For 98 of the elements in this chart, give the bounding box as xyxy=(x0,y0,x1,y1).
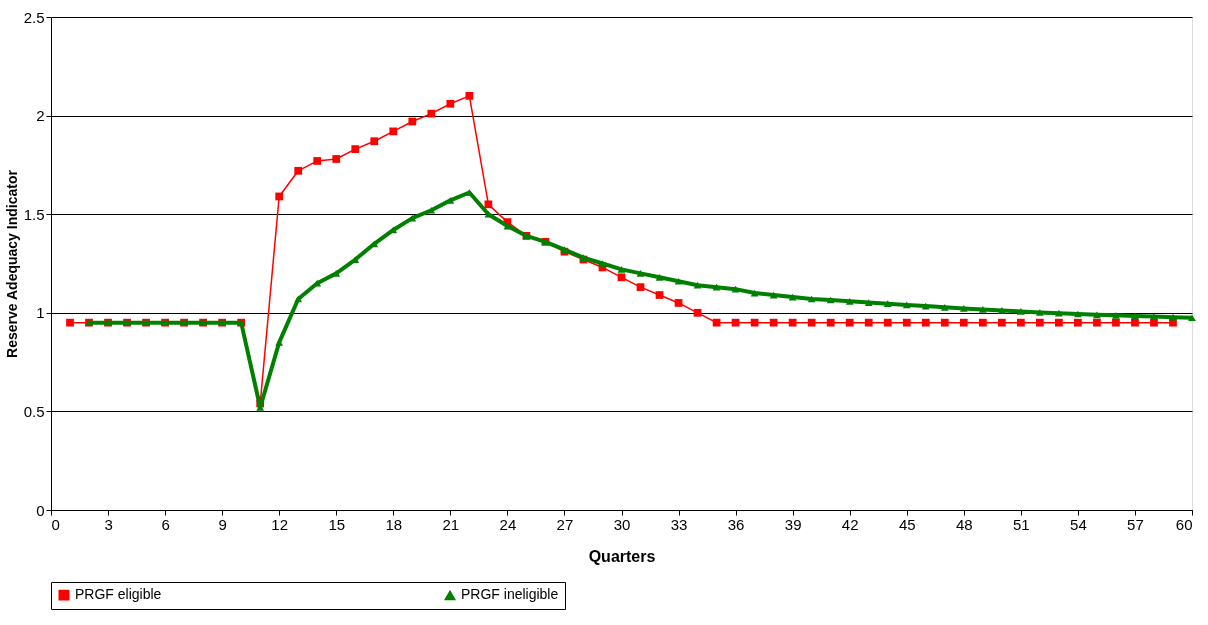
x-tick-label: 39 xyxy=(784,515,802,533)
point xyxy=(693,308,702,317)
point xyxy=(750,318,759,327)
x-tick-label: 3 xyxy=(104,515,113,533)
x-tick-label: 36 xyxy=(727,515,745,533)
point xyxy=(446,99,455,108)
point xyxy=(636,270,645,277)
point xyxy=(1169,318,1177,327)
point xyxy=(655,291,664,299)
legend-label: PRGF eligible xyxy=(75,586,162,603)
point xyxy=(1055,318,1063,327)
point xyxy=(465,92,474,100)
y-tick-label: 1 xyxy=(36,304,45,322)
point xyxy=(845,298,854,305)
point xyxy=(484,200,493,209)
point xyxy=(731,318,740,327)
point xyxy=(1188,314,1196,322)
x-tick-label: 9 xyxy=(218,515,227,533)
point xyxy=(275,339,284,346)
point xyxy=(313,157,322,165)
point xyxy=(1035,318,1044,327)
point xyxy=(902,301,911,309)
point xyxy=(294,166,303,175)
point xyxy=(845,318,854,327)
x-tick-label: 27 xyxy=(556,515,574,533)
x-tick-label: 15 xyxy=(328,515,346,533)
point xyxy=(864,299,873,306)
point xyxy=(351,145,360,153)
point xyxy=(1016,318,1025,327)
point xyxy=(864,318,873,327)
point xyxy=(940,303,949,311)
x-tick-label: 51 xyxy=(1013,515,1030,533)
point xyxy=(389,127,398,136)
x-tick-label: 42 xyxy=(841,515,859,533)
point xyxy=(788,318,797,327)
point xyxy=(712,318,721,327)
point xyxy=(712,283,721,291)
point xyxy=(332,155,341,163)
point xyxy=(902,318,911,327)
y-tick-label: 2 xyxy=(36,107,45,125)
x-axis-title: Quarters xyxy=(588,547,656,565)
point xyxy=(1112,312,1120,319)
point xyxy=(826,318,835,327)
x-tick-label: 33 xyxy=(670,515,688,533)
y-tick-label: 0 xyxy=(36,501,45,519)
point xyxy=(370,137,379,146)
x-tick-label: 60 xyxy=(1175,515,1193,533)
point xyxy=(1093,318,1101,327)
x-tick-label: 24 xyxy=(499,515,517,533)
x-tick-label: 18 xyxy=(385,515,403,533)
x-tick-label: 48 xyxy=(955,515,973,533)
point xyxy=(275,192,284,201)
point xyxy=(1131,318,1139,327)
point xyxy=(1035,309,1044,316)
point xyxy=(693,281,702,289)
point xyxy=(978,306,987,313)
x-tick-label: 6 xyxy=(161,515,170,533)
point xyxy=(1074,310,1082,318)
point xyxy=(617,266,626,273)
x-tick-label: 0 xyxy=(51,515,60,533)
point xyxy=(883,318,892,327)
y-tick-label: 1.5 xyxy=(23,205,45,223)
point xyxy=(978,318,987,327)
point xyxy=(959,305,968,312)
point xyxy=(617,273,626,282)
x-tick-label: 30 xyxy=(613,515,631,533)
point xyxy=(940,318,949,327)
x-tick-label: 45 xyxy=(898,515,916,533)
point xyxy=(66,318,74,327)
point xyxy=(674,299,683,307)
point xyxy=(769,318,778,327)
point xyxy=(807,318,816,327)
point xyxy=(1074,318,1082,327)
point xyxy=(427,206,436,214)
legend-label: PRGF ineligible xyxy=(461,586,559,603)
point xyxy=(1055,309,1063,317)
point xyxy=(921,318,930,327)
x-tick-label: 21 xyxy=(442,515,460,533)
point xyxy=(1093,311,1101,319)
point xyxy=(674,277,683,285)
x-tick-label: 54 xyxy=(1070,515,1087,533)
y-tick-label: 2.5 xyxy=(23,8,45,26)
y-tick-label: 0.5 xyxy=(23,402,45,420)
point xyxy=(1112,318,1120,327)
point xyxy=(598,260,607,267)
y-axis-title: Reserve Adequacy Indicator xyxy=(3,169,20,358)
x-tick-label: 12 xyxy=(271,515,289,533)
point xyxy=(408,117,417,126)
point xyxy=(997,318,1006,327)
point xyxy=(1150,313,1158,320)
point xyxy=(883,300,892,308)
x-tick-label: 57 xyxy=(1127,515,1144,533)
point xyxy=(636,283,645,292)
point xyxy=(997,307,1006,314)
point xyxy=(427,109,436,118)
point xyxy=(1016,308,1025,315)
point xyxy=(959,318,968,327)
point xyxy=(655,273,664,281)
